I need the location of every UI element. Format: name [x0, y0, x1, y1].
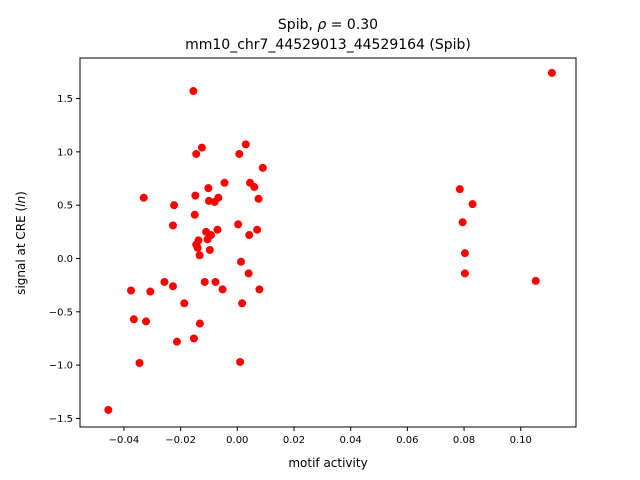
data-point-34: [214, 193, 223, 202]
data-point-36: [220, 178, 229, 187]
data-point-56: [531, 276, 540, 285]
data-point-27: [204, 184, 213, 193]
data-point-23: [197, 143, 206, 152]
data-point-54: [460, 269, 469, 278]
x-tick-label: −0.02: [165, 435, 196, 446]
data-point-32: [211, 277, 220, 286]
data-point-8: [168, 282, 177, 291]
data-point-33: [213, 225, 222, 234]
data-point-55: [468, 200, 477, 209]
x-tick-label: 0.00: [226, 435, 248, 446]
data-point-14: [189, 334, 198, 343]
data-point-50: [258, 163, 267, 172]
data-point-7: [160, 277, 169, 286]
data-point-48: [254, 194, 263, 203]
data-point-29: [205, 245, 214, 254]
data-point-0: [104, 405, 113, 414]
data-point-15: [190, 210, 199, 219]
data-point-20: [194, 236, 203, 245]
data-point-35: [218, 285, 227, 294]
x-tick-label: 0.10: [510, 435, 532, 446]
data-point-40: [236, 257, 245, 266]
data-point-46: [250, 183, 259, 192]
x-tick-label: 0.08: [453, 435, 475, 446]
x-axis-ticks: −0.04 −0.02 0.00 0.02 0.04 0.06 0.08 0.10: [109, 427, 532, 446]
y-tick-label: −1.5: [49, 414, 73, 425]
data-point-52: [458, 218, 467, 227]
data-point-6: [146, 287, 155, 296]
data-point-4: [139, 193, 148, 202]
data-point-13: [189, 87, 198, 96]
data-point-42: [241, 140, 250, 149]
data-point-57: [547, 68, 556, 77]
y-axis-label-italic: ln: [14, 196, 28, 207]
chart-title: Spib, ρ = 0.30: [278, 17, 378, 33]
data-point-12: [180, 299, 189, 308]
data-point-37: [234, 220, 243, 229]
chart-title-rho: ρ: [317, 17, 326, 33]
y-tick-label: −0.5: [49, 307, 73, 318]
data-point-1: [127, 286, 136, 295]
x-tick-label: 0.04: [340, 435, 362, 446]
data-point-43: [244, 269, 253, 278]
data-point-2: [129, 315, 138, 324]
data-point-17: [192, 149, 201, 158]
data-point-10: [170, 201, 179, 210]
data-point-9: [168, 221, 177, 230]
y-axis-label: signal at CRE (ln): [14, 191, 28, 295]
x-tick-label: 0.06: [396, 435, 418, 446]
x-axis-label: motif activity: [288, 456, 367, 470]
y-tick-label: 1.0: [57, 147, 73, 158]
y-tick-label: 0.0: [57, 254, 73, 265]
data-point-39: [236, 357, 245, 366]
chart-title-prefix: Spib,: [278, 17, 317, 33]
y-tick-label: −1.0: [49, 361, 73, 372]
chart-title-suffix: = 0.30: [326, 17, 378, 33]
y-axis-ticks: −1.5 −1.0 −0.5 0.0 0.5 1.0 1.5: [49, 94, 80, 425]
data-point-47: [253, 225, 262, 234]
data-point-3: [135, 359, 144, 368]
axes-frame: [79, 57, 577, 428]
data-point-22: [195, 319, 204, 328]
data-point-49: [255, 285, 264, 294]
data-point-51: [455, 185, 464, 194]
data-point-16: [191, 191, 200, 200]
y-tick-label: 0.5: [57, 201, 73, 212]
plot-area: [104, 68, 556, 414]
y-axis-label-prefix: signal at CRE (: [14, 207, 28, 295]
data-point-53: [460, 249, 469, 258]
data-point-5: [142, 317, 151, 326]
x-tick-label: −0.04: [109, 435, 140, 446]
data-point-21: [195, 251, 204, 260]
x-tick-label: 0.02: [283, 435, 305, 446]
data-point-30: [206, 231, 215, 240]
data-point-24: [200, 277, 209, 286]
data-point-41: [238, 299, 247, 308]
data-point-44: [245, 231, 254, 240]
y-axis-label-suffix: ): [14, 191, 28, 196]
data-point-38: [235, 149, 244, 158]
y-tick-label: 1.5: [57, 94, 73, 105]
data-point-11: [172, 337, 181, 346]
data-point-19: [193, 243, 202, 252]
chart-subtitle: mm10_chr7_44529013_44529164 (Spib): [185, 37, 471, 53]
